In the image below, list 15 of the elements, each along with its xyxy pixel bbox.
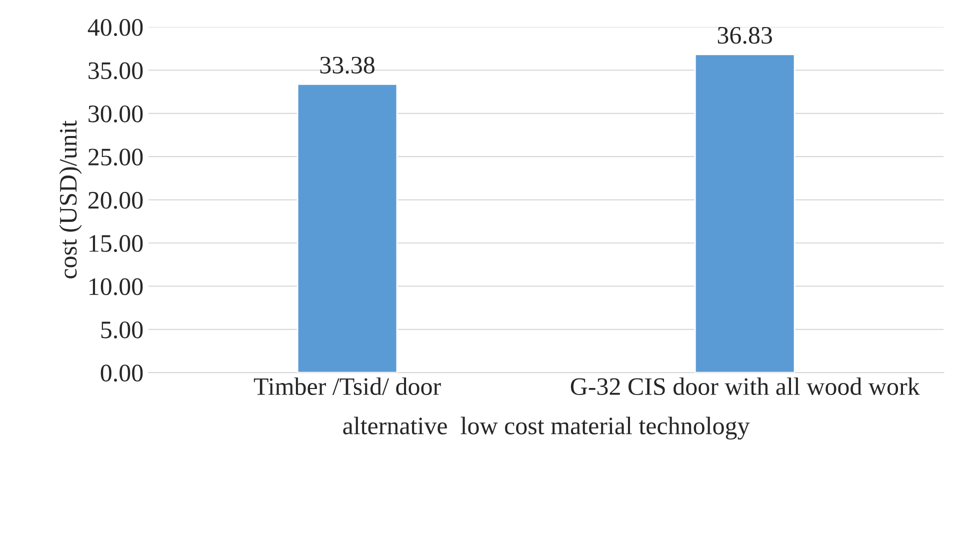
x-axis-title: alternative low cost material technology: [343, 416, 750, 440]
y-tick-label: 20.00: [88, 192, 143, 209]
y-tick-label: 0.00: [100, 364, 143, 382]
data-label: 36.83: [718, 26, 772, 44]
y-axis-title: cost (USD)/unit: [59, 120, 82, 278]
y-tick-label: 30.00: [88, 105, 143, 122]
y-tick-label: 40.00: [88, 19, 143, 36]
x-tick-label: G-32 CIS door with all wood work: [570, 377, 920, 396]
y-tick-label: 25.00: [88, 148, 143, 166]
y-tick-label: 10.00: [90, 278, 143, 296]
y-tick-label: 35.00: [88, 62, 143, 80]
y-tick-label: 15.00: [90, 235, 143, 252]
y-tick-label: 5.00: [101, 321, 143, 338]
data-label: 33.38: [320, 56, 374, 74]
x-tick-label: Timber /Tsid/ door: [254, 377, 441, 396]
